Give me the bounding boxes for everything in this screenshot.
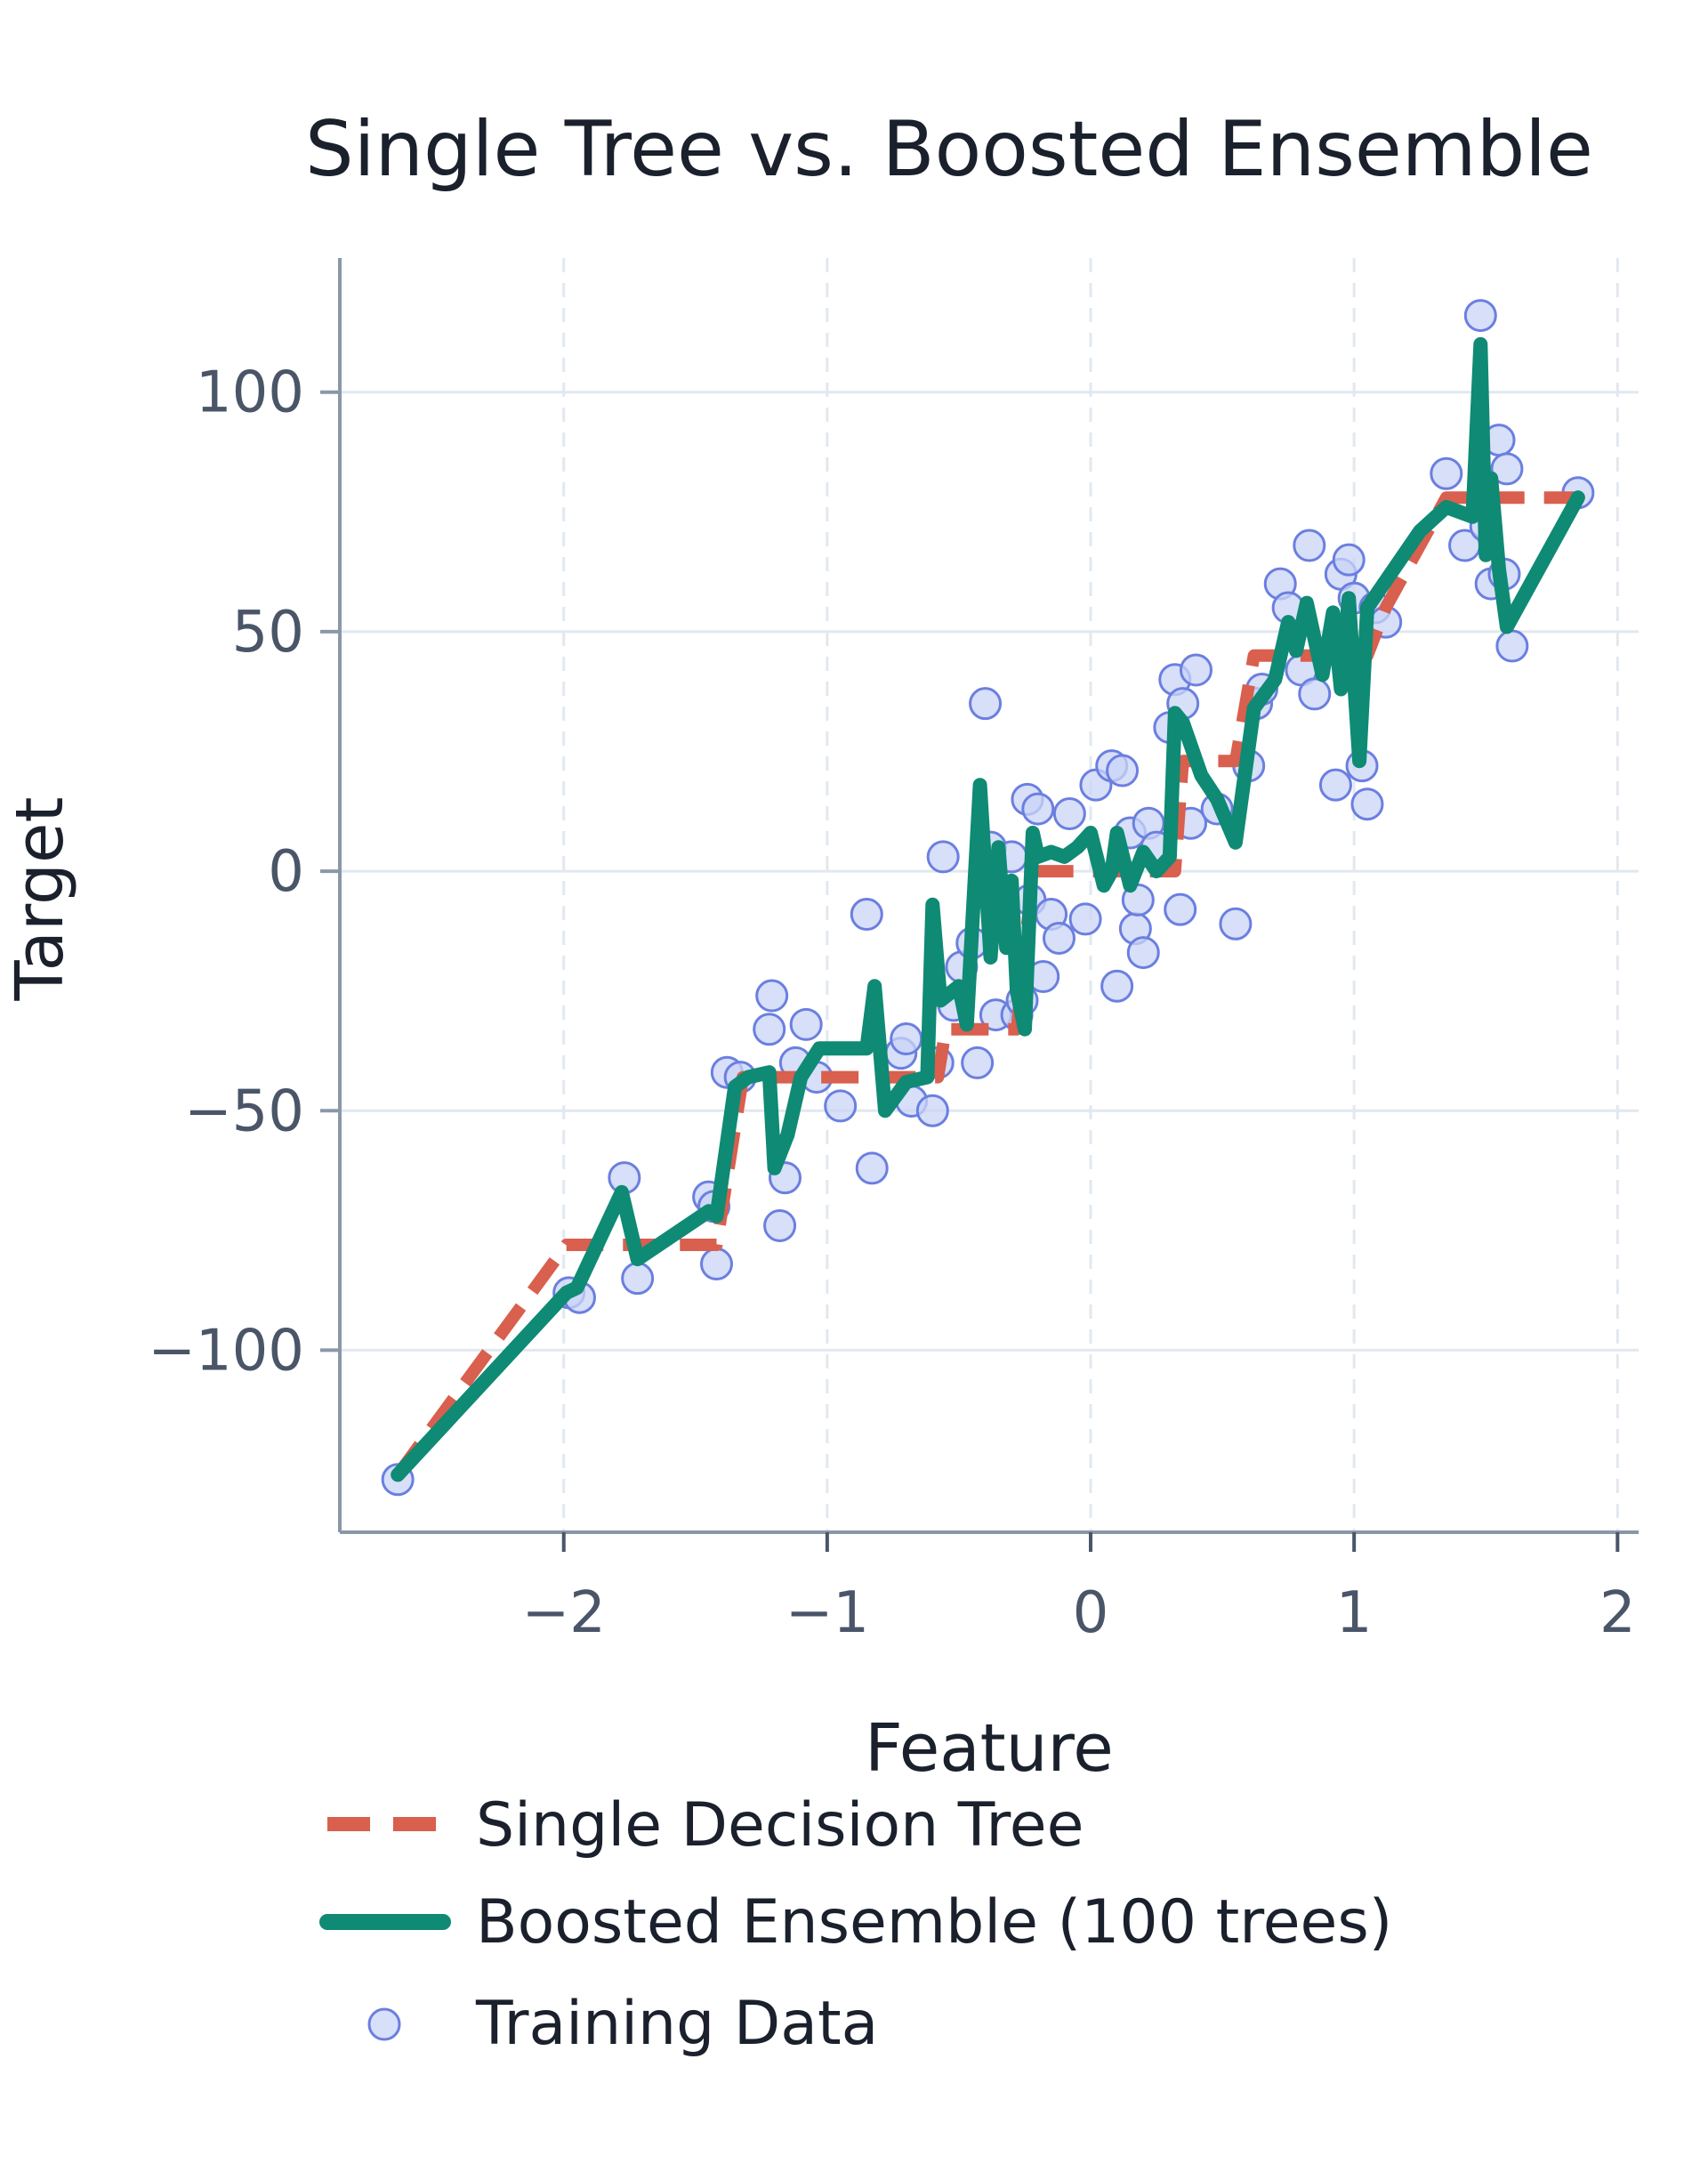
training-data-point	[1332, 543, 1366, 577]
training-data-point	[1164, 892, 1197, 926]
training-data-point	[789, 1007, 823, 1041]
training-data-point	[824, 1089, 858, 1123]
training-data-point	[961, 1046, 995, 1079]
x-tick-label: 0	[1073, 1580, 1109, 1646]
training-data-point	[969, 687, 1003, 721]
y-tick-label: 50	[232, 600, 304, 666]
training-data-point	[1126, 936, 1160, 970]
training-data-point	[1021, 792, 1055, 826]
training-data-point	[1100, 969, 1134, 1003]
legend-label-training-data: Training Data	[475, 1989, 878, 2059]
gridlines	[340, 258, 1639, 1532]
training-data-point	[1068, 902, 1102, 936]
training-data-point	[1298, 677, 1332, 711]
single-tree-line	[392, 491, 1578, 1479]
model-lines	[391, 336, 1585, 1482]
training-data-point	[1042, 921, 1076, 955]
y-axis-title: Target	[2, 797, 78, 1002]
training-data-point	[1463, 299, 1497, 333]
x-tick-label: 1	[1336, 1580, 1373, 1646]
y-tick-label: 0	[268, 839, 304, 905]
training-data-point	[1219, 907, 1253, 941]
x-axis-ticks: −2 −1 0 1 2	[522, 1532, 1636, 1646]
x-tick-label: −1	[786, 1580, 869, 1646]
training-data-point	[1350, 787, 1384, 821]
y-tick-label: 100	[196, 360, 304, 426]
training-data-point	[1052, 796, 1086, 830]
training-data-point	[755, 979, 789, 1013]
training-data-point	[850, 898, 883, 932]
x-axis-title: Feature	[865, 1710, 1114, 1787]
training-data-point	[621, 1262, 655, 1296]
training-data-point	[1293, 529, 1326, 562]
legend-label-single-tree: Single Decision Tree	[476, 1790, 1084, 1861]
training-data-point	[890, 1022, 923, 1056]
y-tick-label: −100	[148, 1318, 304, 1384]
legend: Single Decision Tree Boosted Ensemble (1…	[319, 1790, 1392, 2059]
training-data-point	[1430, 456, 1463, 490]
legend-swatch-training-data	[367, 2007, 401, 2041]
training-data-point	[763, 1208, 797, 1242]
training-data-point	[1106, 754, 1140, 787]
legend-label-boosted-ensemble: Boosted Ensemble (100 trees)	[476, 1887, 1392, 1958]
training-data-point	[1495, 629, 1529, 663]
y-axis-ticks: −100 −50 0 50 100	[148, 360, 340, 1384]
chart-title: Single Tree vs. Boosted Ensemble	[305, 105, 1593, 194]
training-data-point	[1318, 768, 1352, 802]
training-data-point	[915, 1094, 949, 1127]
training-data-point	[699, 1248, 733, 1281]
x-tick-label: 2	[1599, 1580, 1636, 1646]
training-data-point	[1490, 452, 1524, 486]
y-tick-label: −50	[184, 1078, 304, 1144]
x-tick-label: −2	[522, 1580, 606, 1646]
training-data-point	[926, 840, 960, 874]
training-data-point	[753, 1013, 786, 1046]
training-data-point	[855, 1151, 889, 1185]
boosted-ensemble-line	[391, 336, 1585, 1482]
axes	[338, 258, 1639, 1534]
training-data-point	[1179, 653, 1213, 687]
